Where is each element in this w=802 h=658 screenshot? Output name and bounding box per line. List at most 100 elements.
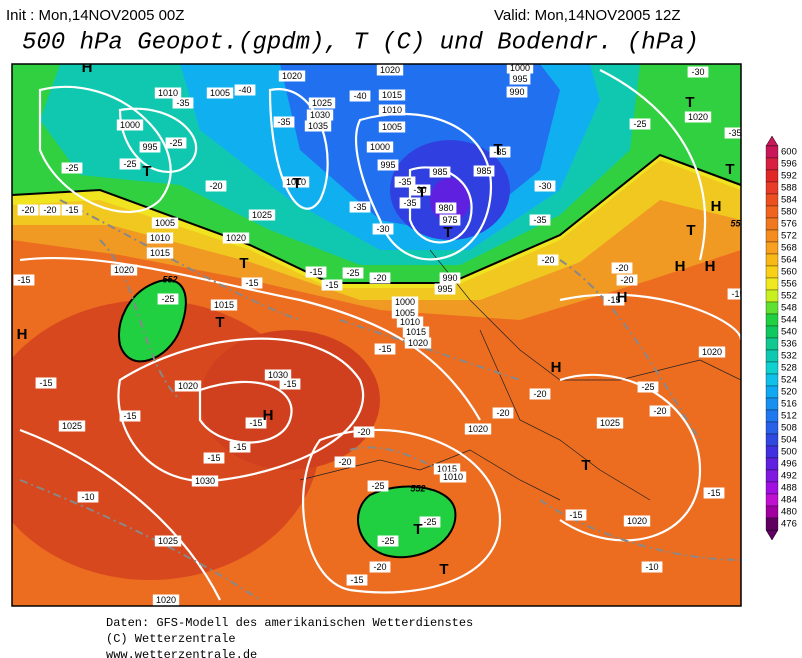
temperature-label-box — [603, 294, 625, 306]
pressure-label-box — [435, 202, 457, 214]
pressure-label-box — [433, 463, 461, 475]
pressure-label: 985 — [432, 167, 447, 177]
temperature-label: -10 — [645, 562, 658, 572]
pressure-label: 1000 — [510, 63, 530, 73]
temperature-label-box — [616, 274, 638, 286]
temperature-label: -15 — [249, 418, 262, 428]
colorbar-cell — [765, 349, 779, 363]
temperature-label: -35 — [277, 117, 290, 127]
colorbar-cell — [765, 289, 779, 303]
temperature-label-box — [534, 180, 556, 192]
pressure-label-box — [278, 70, 306, 82]
pressure-label-box — [222, 232, 250, 244]
pressure-label: 1020 — [627, 516, 647, 526]
temperature-label-box — [419, 516, 441, 528]
temperature-label: -15 — [233, 442, 246, 452]
pressure-label: 1025 — [600, 418, 620, 428]
high-pressure-center: H — [263, 407, 274, 424]
footer-line: Daten: GFS-Modell des amerikanischen Wet… — [106, 616, 473, 630]
pressure-label: 1000 — [395, 297, 415, 307]
temperature-label-box — [39, 204, 61, 216]
colorbar-cell — [765, 325, 779, 339]
low-pressure-center: T — [685, 94, 694, 111]
low-pressure-center: T — [142, 163, 151, 180]
pressure-label-box — [684, 111, 712, 123]
colorbar-cell — [765, 145, 779, 159]
temperature-label-box — [17, 204, 39, 216]
colorbar-label: 544 — [781, 315, 797, 326]
temperature-label-box — [637, 381, 659, 393]
colorbar-cell — [765, 301, 779, 315]
colorbar-label: 592 — [781, 171, 797, 182]
colorbar-label: 580 — [781, 207, 797, 218]
pressure-label: 1020 — [408, 338, 428, 348]
temperature-label-box — [537, 254, 559, 266]
colorbar-cell — [765, 217, 779, 231]
temperature-label-box — [229, 441, 251, 453]
temperature-label-box — [61, 204, 83, 216]
colorbar-cell — [765, 409, 779, 423]
pressure-label: 995 — [380, 160, 395, 170]
colorbar-cell — [765, 421, 779, 435]
temperature-label-box — [353, 426, 375, 438]
pressure-label: 1020 — [156, 595, 176, 605]
temperature-label-box — [703, 487, 725, 499]
temperature-label: -25 — [633, 119, 646, 129]
contour-label: 552 — [162, 274, 177, 284]
colorbar-cell — [765, 193, 779, 207]
pressure-label: 1020 — [380, 65, 400, 75]
pressure-label-box — [439, 272, 461, 284]
colorbar-cell — [765, 361, 779, 375]
temperature-label: -20 — [373, 273, 386, 283]
pressure-label-box — [377, 159, 399, 171]
colorbar-cell — [765, 493, 779, 507]
pressure-label-box — [509, 73, 531, 85]
temperature-label-box — [346, 574, 368, 586]
colorbar-cell — [765, 181, 779, 195]
footer-line: (C) Wetterzentrale — [106, 632, 236, 646]
temperature-label-box — [77, 491, 99, 503]
temperature-label-box — [409, 184, 431, 196]
pressure-label: 1010 — [158, 88, 178, 98]
temperature-label-box — [35, 377, 57, 389]
pressure-label-box — [396, 316, 424, 328]
pressure-label: 1030 — [268, 370, 288, 380]
temperature-label: -15 — [707, 488, 720, 498]
pressure-label: 975 — [442, 215, 457, 225]
low-pressure-center: T — [725, 161, 734, 178]
pressure-label: 1020 — [178, 381, 198, 391]
colorbar-label: 480 — [781, 507, 797, 518]
temperature-label-box — [305, 266, 327, 278]
pressure-label-box — [264, 369, 292, 381]
colorbar-label: 540 — [781, 327, 797, 338]
temperature-label-box — [529, 214, 551, 226]
isobars — [19, 69, 741, 601]
colorbar-label: 508 — [781, 423, 797, 434]
temperature-label: -35 — [728, 128, 741, 138]
colorbar-cell — [765, 169, 779, 183]
pressure-label-box — [439, 214, 461, 226]
pressure-label: 1015 — [406, 327, 426, 337]
pressure-label-box — [191, 475, 219, 487]
pressure-label: 995 — [142, 142, 157, 152]
temperature-label-box — [687, 66, 709, 78]
temperature-label-box — [492, 407, 514, 419]
colorbar-cell — [765, 241, 779, 255]
pressure-label-box — [116, 119, 144, 131]
colorbar-end — [765, 529, 779, 541]
colorbar-cell — [765, 373, 779, 387]
temperature-label: -15 — [607, 295, 620, 305]
colorbar-label: 564 — [781, 255, 797, 266]
temperature-label-box — [205, 180, 227, 192]
temperature-label: -30 — [413, 185, 426, 195]
pressure-label-box — [139, 141, 161, 153]
pressure-label: 1030 — [310, 110, 330, 120]
temperature-label: -30 — [538, 181, 551, 191]
pressure-label: 1005 — [382, 122, 402, 132]
colorbar-label: 576 — [781, 219, 797, 230]
low-pressure-center: T — [413, 521, 422, 538]
pressure-label-box — [378, 89, 406, 101]
pressure-label-box — [58, 420, 86, 432]
